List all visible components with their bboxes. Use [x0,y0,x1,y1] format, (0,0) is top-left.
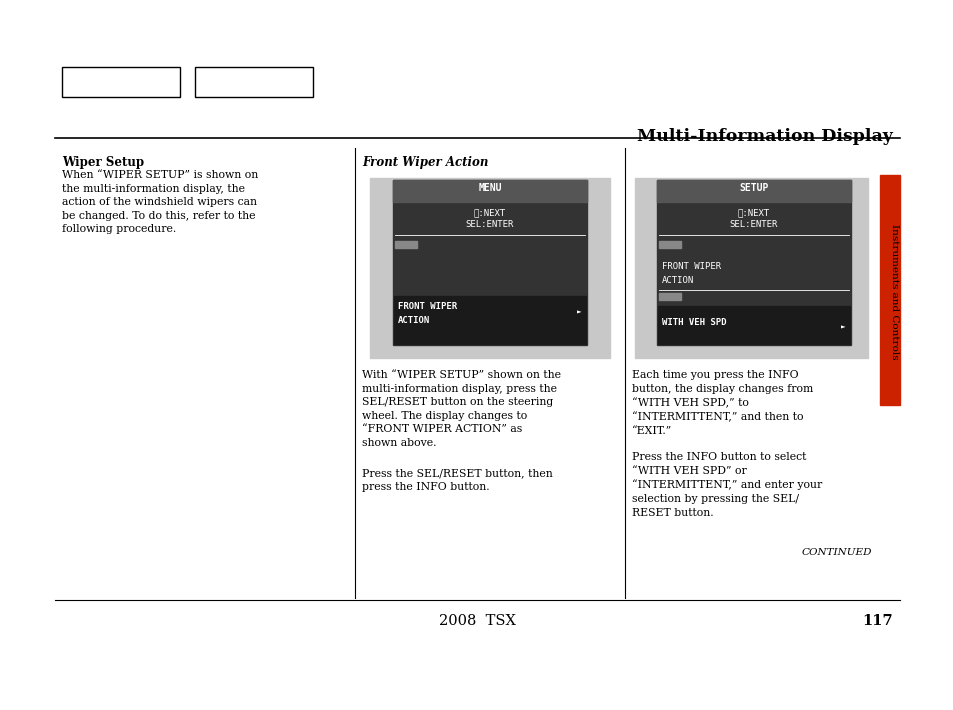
Text: SEL:ENTER: SEL:ENTER [465,220,514,229]
Text: SETUP: SETUP [739,183,768,193]
Text: CONTINUED: CONTINUED [801,548,871,557]
Text: FRONT WIPER: FRONT WIPER [661,262,720,271]
Bar [393,180,586,202]
Text: Press the INFO button to select
“WITH VEH SPD” or
“INTERMITTENT,” and enter your: Press the INFO button to select “WITH VE… [631,452,821,518]
Bar [394,296,585,344]
Bar [395,241,416,248]
Text: ACTION: ACTION [397,316,430,325]
Text: ⓘ:NEXT: ⓘ:NEXT [737,208,769,217]
Text: 2008  TSX: 2008 TSX [438,614,515,628]
Bar [194,67,313,97]
Text: Instruments and Controls: Instruments and Controls [889,224,899,360]
Text: Press the SEL/RESET button, then
press the INFO button.: Press the SEL/RESET button, then press t… [361,468,552,491]
Bar [659,293,680,300]
Bar [879,175,899,405]
Text: SEL:ENTER: SEL:ENTER [729,220,778,229]
Bar [370,178,609,358]
Text: ►: ► [577,308,581,317]
Bar [658,306,849,344]
Text: Each time you press the INFO
button, the display changes from
“WITH VEH SPD,” to: Each time you press the INFO button, the… [631,370,812,436]
Text: Wiper Setup: Wiper Setup [62,156,144,169]
Text: FRONT WIPER: FRONT WIPER [397,302,456,311]
Bar [62,67,180,97]
Text: ⓘ:NEXT: ⓘ:NEXT [474,208,506,217]
Text: MENU: MENU [477,183,501,193]
Text: With “WIPER SETUP” shown on the
multi-information display, press the
SEL/RESET b: With “WIPER SETUP” shown on the multi-in… [361,370,560,448]
Bar [659,241,680,248]
Text: Front Wiper Action: Front Wiper Action [361,156,488,169]
Text: Multi-Information Display: Multi-Information Display [637,128,892,145]
Text: When “WIPER SETUP” is shown on
the multi-information display, the
action of the : When “WIPER SETUP” is shown on the multi… [62,170,258,234]
Bar [393,180,586,345]
Bar [657,180,850,345]
Text: 117: 117 [862,614,892,628]
Bar [657,180,850,202]
Text: ►: ► [841,323,845,332]
Bar [635,178,867,358]
Text: ACTION: ACTION [661,276,694,285]
Text: WITH VEH SPD: WITH VEH SPD [661,318,726,327]
